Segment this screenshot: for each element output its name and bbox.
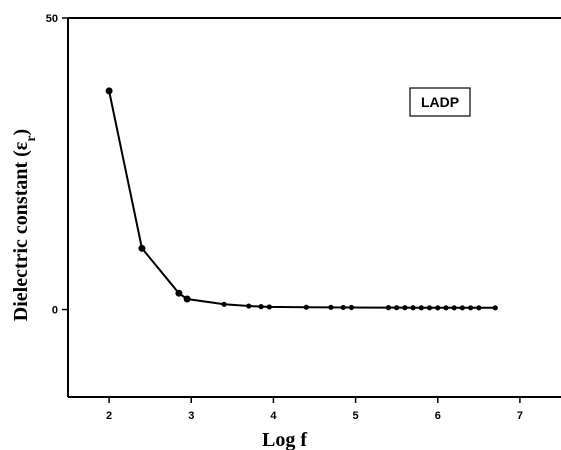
data-point [303, 304, 309, 310]
data-point [476, 305, 482, 311]
legend-box [409, 87, 471, 117]
x-tick-label: 3 [188, 410, 194, 422]
data-point [340, 304, 346, 311]
data-point [443, 305, 449, 311]
x-tick-label: 6 [435, 410, 441, 422]
data-point [410, 305, 416, 311]
data-point [468, 305, 474, 311]
data-point [221, 301, 227, 307]
y-tick-label: 0 [52, 305, 58, 317]
data-point [246, 303, 252, 309]
series-layer [105, 87, 498, 311]
y-axis-title-sub: r [24, 135, 39, 141]
data-point [385, 305, 392, 311]
data-point [105, 87, 113, 95]
data-point [459, 305, 465, 311]
data-point [418, 305, 424, 311]
data-point [394, 305, 400, 311]
data-point [328, 304, 334, 310]
x-tick-label: 5 [353, 410, 359, 422]
data-point [183, 295, 191, 303]
legend: LADP [409, 87, 471, 117]
series-line [108, 90, 496, 309]
x-tick-label: 4 [270, 410, 277, 422]
x-tick-label: 2 [106, 410, 112, 422]
x-tick-label: 7 [517, 410, 523, 422]
data-point [451, 305, 457, 311]
y-tick-label: 50 [46, 13, 58, 25]
data-point [258, 304, 264, 310]
data-point [435, 305, 441, 311]
x-axis-title: Log f [262, 429, 307, 450]
y-axis-title-main: Dielectric constant (ε [10, 141, 32, 321]
data-point [492, 305, 498, 311]
y-axis-title: Dielectric constant (εr) [10, 129, 39, 321]
axis-ticks: 2 3 4 5 6 7 0 50 [46, 13, 523, 422]
data-point [348, 304, 355, 311]
data-point [175, 289, 183, 297]
plot-frame [67, 17, 561, 398]
data-point [266, 304, 272, 310]
legend-label: LADP [421, 94, 459, 110]
y-axis-title-close: ) [10, 129, 32, 136]
data-point [138, 244, 146, 252]
data-point [402, 305, 408, 311]
data-point [426, 305, 433, 311]
